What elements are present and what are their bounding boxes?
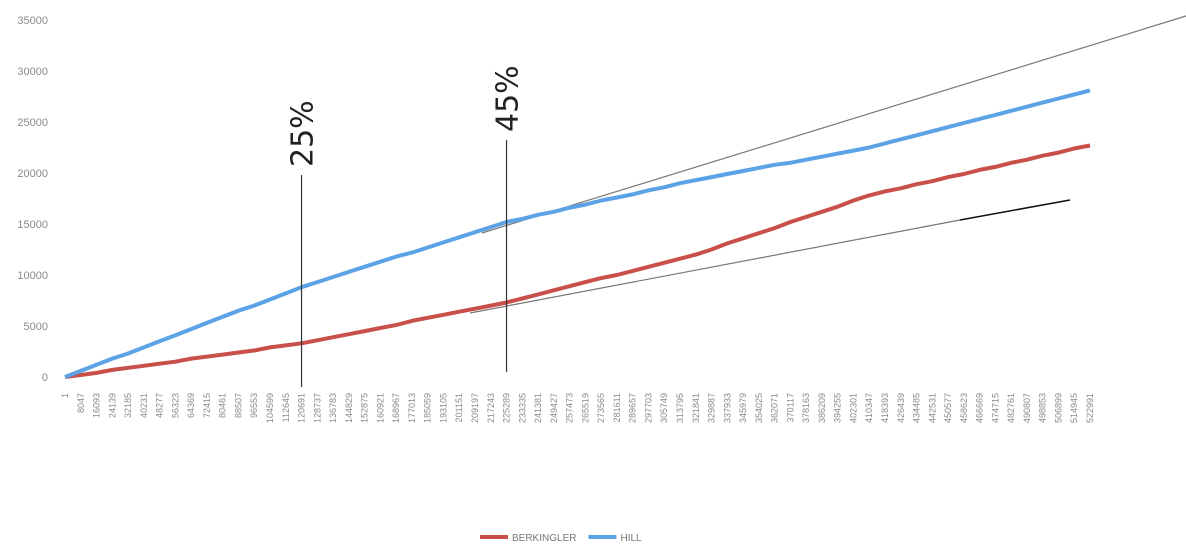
- x-tick-label: 104599: [265, 393, 275, 423]
- x-tick-label: 168967: [391, 393, 401, 423]
- y-tick-label: 35000: [17, 15, 48, 27]
- x-tick-label: 265519: [580, 393, 590, 423]
- legend: BERKINGLER HILL: [480, 533, 642, 544]
- x-tick-label: 193105: [438, 393, 448, 423]
- x-tick-label: 321841: [691, 393, 701, 423]
- x-tick-label: 305749: [659, 393, 669, 423]
- x-tick-label: 144829: [344, 393, 354, 423]
- x-tick-label: 482761: [1006, 393, 1016, 423]
- x-tick-label: 177013: [407, 393, 417, 423]
- series-line: [64, 143, 1091, 379]
- x-tick-label: 209197: [470, 393, 480, 423]
- trend-line: [959, 199, 1071, 221]
- legend-label: BERKINGLER: [512, 533, 576, 544]
- x-tick-label: 490807: [1022, 393, 1032, 423]
- x-tick-label: 112645: [281, 393, 291, 422]
- x-tick-label: 434485: [912, 393, 922, 423]
- x-tick-label: 273565: [596, 393, 606, 423]
- x-tick-label: 257473: [565, 393, 575, 423]
- x-tick-label: 128737: [312, 393, 322, 423]
- x-tick-label: 362071: [770, 393, 780, 423]
- x-tick-label: 329887: [707, 393, 717, 423]
- x-tick-label: 201151: [454, 393, 464, 422]
- x-tick-label: 394255: [833, 393, 843, 423]
- x-tick-label: 498853: [1038, 393, 1048, 423]
- x-tick-label: 160921: [375, 393, 385, 423]
- y-tick-label: 15000: [17, 219, 48, 231]
- y-tick-label: 10000: [17, 270, 48, 282]
- x-tick-label: 40231: [139, 393, 149, 418]
- x-tick-label: 289657: [628, 393, 638, 423]
- y-tick-label: 20000: [17, 168, 48, 180]
- x-tick-label: 217243: [486, 393, 496, 423]
- x-tick-label: 8047: [76, 393, 86, 413]
- x-tick-label: 313795: [675, 393, 685, 423]
- x-tick-label: 418393: [880, 393, 890, 423]
- x-tick-label: 185059: [423, 393, 433, 423]
- x-tick-label: 450577: [943, 393, 953, 423]
- x-tick-label: 402301: [848, 393, 858, 423]
- x-tick-label: 474715: [990, 393, 1000, 423]
- x-tick-label: 1: [60, 393, 70, 398]
- x-tick-label: 225289: [502, 393, 512, 423]
- x-tick-label: 378163: [801, 393, 811, 423]
- trend-line: [469, 219, 961, 314]
- x-tick-label: 506899: [1053, 393, 1063, 423]
- x-tick-label: 345979: [738, 393, 748, 423]
- x-tick-label: 24139: [107, 393, 117, 418]
- x-tick-label: 120691: [297, 393, 307, 423]
- x-tick-label: 72415: [202, 393, 212, 418]
- legend-label: HILL: [620, 533, 642, 544]
- y-tick-label: 30000: [17, 66, 48, 78]
- x-tick-label: 249427: [549, 393, 559, 423]
- x-tick-label: 354025: [754, 393, 764, 423]
- x-tick-label: 80461: [218, 393, 228, 418]
- x-tick-label: 514945: [1069, 393, 1079, 423]
- x-tick-label: 386209: [817, 393, 827, 423]
- x-tick-label: 48277: [155, 393, 165, 418]
- trend-line: [481, 15, 1186, 234]
- x-tick-label: 337933: [722, 393, 732, 423]
- x-tick-label: 241381: [533, 393, 543, 423]
- x-tick-label: 442531: [927, 393, 937, 423]
- x-tick-label: 297703: [643, 393, 653, 423]
- series-line: [64, 88, 1091, 379]
- x-tick-label: 410347: [864, 393, 874, 423]
- x-tick-label: 370117: [785, 393, 795, 422]
- x-tick-label: 32185: [123, 393, 133, 418]
- annotation-text: 25%: [286, 100, 321, 167]
- y-tick-label: 5000: [24, 321, 48, 333]
- x-tick-label: 522991: [1085, 393, 1095, 423]
- x-tick-label: 152875: [360, 393, 370, 423]
- x-tick-label: 233335: [517, 393, 527, 423]
- x-tick-label: 281611: [612, 393, 622, 422]
- x-tick-label: 16093: [92, 393, 102, 418]
- y-tick-label: 0: [42, 372, 48, 384]
- x-tick-label: 64369: [186, 393, 196, 418]
- x-tick-label: 458623: [959, 393, 969, 423]
- x-tick-label: 56323: [170, 393, 180, 418]
- x-tick-label: 136783: [328, 393, 338, 423]
- x-tick-label: 96553: [249, 393, 259, 418]
- annotation-text: 45%: [491, 65, 526, 132]
- x-tick-label: 466669: [975, 393, 985, 423]
- x-tick-label: 88507: [233, 393, 243, 418]
- x-tick-label: 426439: [896, 393, 906, 423]
- y-tick-label: 25000: [17, 117, 48, 129]
